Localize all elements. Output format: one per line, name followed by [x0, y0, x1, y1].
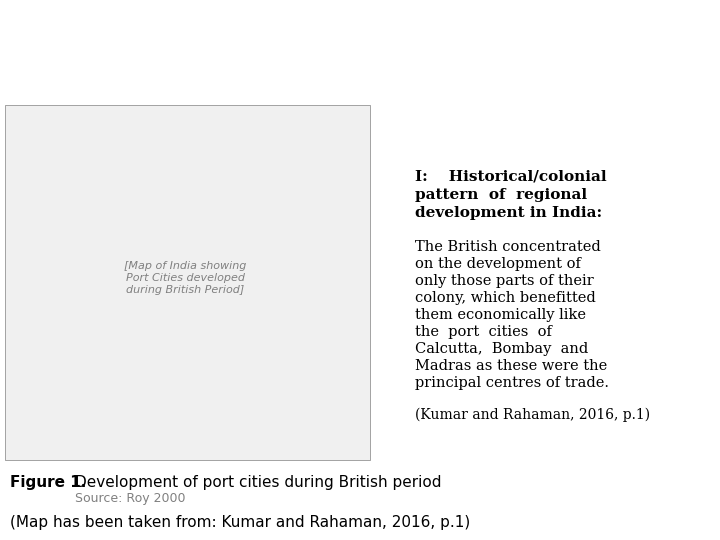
Text: [Map of India showing
Port Cities developed
during British Period]: [Map of India showing Port Cities develo…	[124, 261, 246, 295]
Text: principal centres of trade.: principal centres of trade.	[415, 376, 609, 390]
FancyBboxPatch shape	[5, 105, 370, 460]
Text: development in India:: development in India:	[415, 206, 602, 220]
Text: the  port  cities  of: the port cities of	[415, 325, 552, 339]
Text: Development of port cities during British period: Development of port cities during Britis…	[75, 475, 441, 490]
Text: (Kumar and Rahaman, 2016, p.1): (Kumar and Rahaman, 2016, p.1)	[415, 408, 650, 422]
Text: Source: Roy 2000: Source: Roy 2000	[75, 492, 186, 505]
Text: Calcutta,  Bombay  and: Calcutta, Bombay and	[415, 342, 588, 356]
Text: them economically like: them economically like	[415, 308, 586, 322]
Text: Madras as these were the: Madras as these were the	[415, 359, 607, 373]
Text: Figure 1.: Figure 1.	[10, 475, 86, 490]
Text: The British concentrated: The British concentrated	[415, 240, 600, 254]
Text: colony, which benefitted: colony, which benefitted	[415, 291, 595, 305]
Text: (Map has been taken from: Kumar and Rahaman, 2016, p.1): (Map has been taken from: Kumar and Raha…	[10, 515, 470, 530]
Text: on the development of: on the development of	[415, 257, 581, 271]
Text: pattern  of  regional: pattern of regional	[415, 188, 587, 202]
Text: I:    Historical/colonial: I: Historical/colonial	[415, 170, 607, 184]
Text: only those parts of their: only those parts of their	[415, 274, 594, 288]
